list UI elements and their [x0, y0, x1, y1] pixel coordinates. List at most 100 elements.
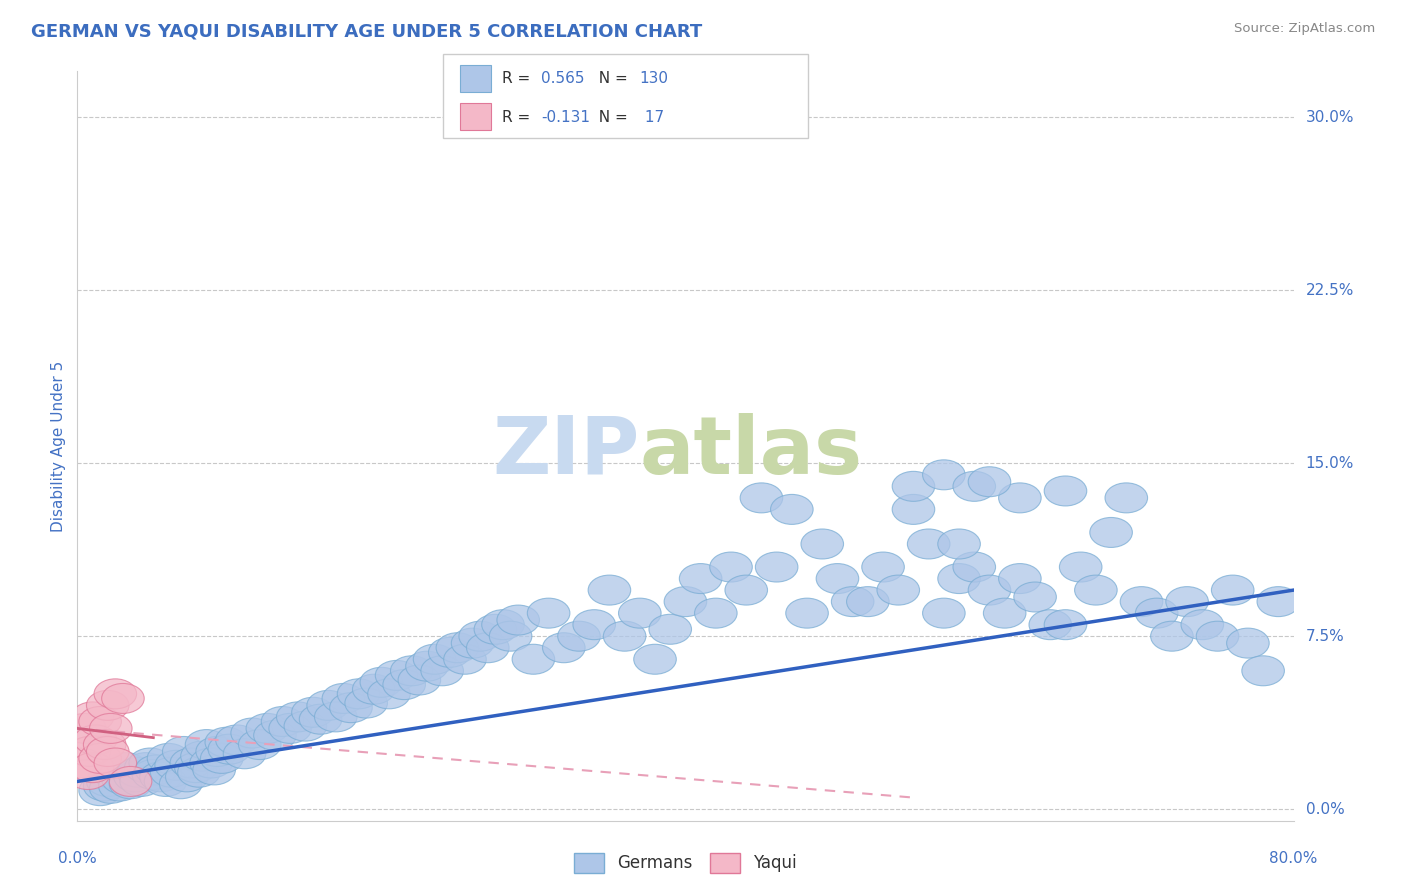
Ellipse shape [922, 599, 965, 628]
Ellipse shape [117, 757, 159, 788]
Ellipse shape [1045, 476, 1087, 506]
Ellipse shape [190, 748, 232, 778]
Text: R =: R = [502, 110, 536, 125]
Ellipse shape [572, 610, 616, 640]
Ellipse shape [86, 766, 129, 797]
Text: N =: N = [589, 110, 633, 125]
Ellipse shape [90, 773, 132, 804]
Ellipse shape [815, 564, 859, 593]
Ellipse shape [94, 748, 136, 778]
Text: 17: 17 [640, 110, 664, 125]
Ellipse shape [201, 743, 243, 773]
Ellipse shape [186, 730, 228, 760]
Ellipse shape [512, 644, 555, 674]
Ellipse shape [63, 714, 107, 743]
Ellipse shape [94, 679, 136, 709]
Ellipse shape [527, 599, 569, 628]
Ellipse shape [195, 737, 239, 766]
Ellipse shape [139, 762, 183, 792]
Text: 7.5%: 7.5% [1306, 629, 1344, 644]
Ellipse shape [353, 674, 395, 704]
Text: Source: ZipAtlas.com: Source: ZipAtlas.com [1234, 22, 1375, 36]
Ellipse shape [953, 552, 995, 582]
Ellipse shape [391, 656, 433, 686]
Text: ZIP: ZIP [492, 413, 640, 491]
Ellipse shape [1029, 610, 1071, 640]
Text: 80.0%: 80.0% [1270, 851, 1317, 865]
Ellipse shape [193, 755, 235, 785]
Ellipse shape [368, 679, 411, 709]
Ellipse shape [1197, 621, 1239, 651]
Ellipse shape [129, 748, 172, 778]
Text: 0.0%: 0.0% [1306, 802, 1344, 816]
Ellipse shape [72, 753, 114, 782]
Ellipse shape [1045, 610, 1087, 640]
Ellipse shape [246, 714, 288, 743]
Ellipse shape [322, 683, 364, 714]
Ellipse shape [998, 564, 1042, 593]
Ellipse shape [120, 766, 163, 797]
Ellipse shape [406, 651, 449, 681]
Ellipse shape [1150, 621, 1194, 651]
Ellipse shape [436, 632, 478, 663]
Ellipse shape [75, 725, 117, 755]
Ellipse shape [83, 771, 127, 801]
Ellipse shape [382, 670, 426, 699]
Ellipse shape [344, 688, 388, 718]
Ellipse shape [603, 621, 645, 651]
Ellipse shape [110, 766, 152, 797]
Ellipse shape [174, 753, 217, 782]
Ellipse shape [79, 776, 121, 805]
Ellipse shape [451, 628, 494, 658]
Ellipse shape [1105, 483, 1147, 513]
Ellipse shape [770, 494, 813, 524]
Ellipse shape [1166, 587, 1208, 616]
Ellipse shape [938, 529, 980, 559]
Ellipse shape [474, 615, 516, 644]
Ellipse shape [79, 743, 121, 773]
Ellipse shape [66, 760, 110, 789]
Ellipse shape [1014, 582, 1056, 612]
Ellipse shape [922, 460, 965, 490]
Ellipse shape [877, 575, 920, 605]
Ellipse shape [215, 725, 259, 755]
Ellipse shape [695, 599, 737, 628]
Ellipse shape [163, 737, 205, 766]
Ellipse shape [755, 552, 799, 582]
Ellipse shape [253, 721, 297, 750]
Ellipse shape [1241, 656, 1285, 686]
Ellipse shape [953, 471, 995, 501]
Ellipse shape [413, 644, 456, 674]
Text: 130: 130 [640, 71, 669, 87]
Ellipse shape [801, 529, 844, 559]
Ellipse shape [224, 739, 266, 769]
Ellipse shape [159, 769, 202, 798]
Ellipse shape [329, 693, 373, 723]
Ellipse shape [496, 605, 540, 635]
Ellipse shape [170, 748, 212, 778]
Ellipse shape [208, 734, 250, 764]
Text: R =: R = [502, 71, 536, 87]
Ellipse shape [269, 714, 312, 743]
Ellipse shape [291, 698, 335, 727]
Ellipse shape [1074, 575, 1118, 605]
Ellipse shape [83, 730, 127, 760]
Ellipse shape [907, 529, 950, 559]
Ellipse shape [938, 564, 980, 593]
Ellipse shape [969, 467, 1011, 497]
Ellipse shape [458, 621, 502, 651]
Ellipse shape [101, 683, 145, 714]
Ellipse shape [725, 575, 768, 605]
Ellipse shape [983, 599, 1026, 628]
Ellipse shape [1090, 517, 1132, 548]
Ellipse shape [101, 764, 145, 794]
Ellipse shape [307, 690, 350, 721]
Ellipse shape [786, 599, 828, 628]
Ellipse shape [1226, 628, 1270, 658]
Ellipse shape [1181, 610, 1223, 640]
Ellipse shape [60, 748, 103, 778]
Y-axis label: Disability Age Under 5: Disability Age Under 5 [51, 360, 66, 532]
Ellipse shape [558, 621, 600, 651]
Ellipse shape [262, 706, 304, 737]
Ellipse shape [619, 599, 661, 628]
